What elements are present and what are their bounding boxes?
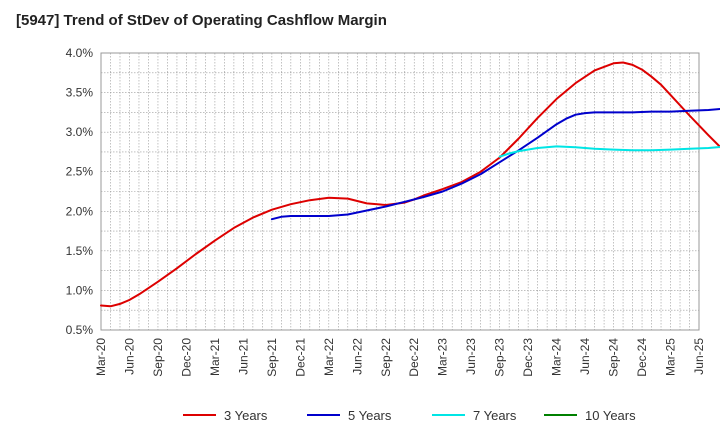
x-tick-label: Jun-25 bbox=[692, 338, 706, 375]
y-tick-label: 0.5% bbox=[66, 323, 94, 337]
y-tick-label: 2.0% bbox=[66, 204, 94, 218]
x-tick-label: Jun-23 bbox=[464, 338, 478, 375]
legend-label: 10 Years bbox=[585, 408, 636, 423]
x-axis: Mar-20 Jun-20 Sep-20 Dec-20 Mar-21 Jun-21 Sep-… bbox=[94, 338, 706, 377]
x-tick-label: Jun-20 bbox=[122, 338, 136, 375]
grid bbox=[101, 53, 699, 330]
y-tick-label: 1.5% bbox=[66, 244, 94, 258]
x-tick-label: Mar-25 bbox=[664, 338, 678, 376]
x-tick-label: Dec-23 bbox=[521, 338, 535, 377]
y-axis: 0.5% 1.0% 1.5% 2.0% 2.5% 3.0% 3.5% 4.0% bbox=[66, 46, 94, 337]
series-line-5-years bbox=[270, 108, 720, 221]
y-tick-label: 1.0% bbox=[66, 283, 94, 297]
x-tick-label: Dec-22 bbox=[407, 338, 421, 377]
y-tick-label: 2.5% bbox=[66, 165, 94, 179]
series-lines bbox=[100, 61, 720, 308]
x-tick-label: Mar-22 bbox=[322, 338, 336, 376]
y-tick-label: 3.5% bbox=[66, 86, 94, 100]
x-tick-label: Jun-22 bbox=[350, 338, 364, 375]
series-line-3-years bbox=[100, 61, 720, 308]
legend-label: 5 Years bbox=[348, 408, 392, 423]
legend: 3 Years 5 Years 7 Years 10 Years bbox=[183, 408, 636, 423]
x-tick-label: Mar-21 bbox=[208, 338, 222, 376]
x-tick-label: Mar-24 bbox=[550, 338, 564, 376]
x-tick-label: Jun-24 bbox=[578, 338, 592, 375]
x-tick-label: Sep-20 bbox=[151, 338, 165, 377]
x-tick-label: Mar-20 bbox=[94, 338, 108, 376]
y-tick-label: 3.0% bbox=[66, 125, 94, 139]
x-tick-label: Sep-22 bbox=[379, 338, 393, 377]
x-tick-label: Jun-21 bbox=[236, 338, 250, 375]
legend-label: 7 Years bbox=[473, 408, 517, 423]
chart-title: [5947] Trend of StDev of Operating Cashf… bbox=[16, 12, 387, 29]
x-tick-label: Sep-23 bbox=[493, 338, 507, 377]
legend-label: 3 Years bbox=[224, 408, 268, 423]
x-tick-label: Dec-21 bbox=[293, 338, 307, 377]
x-tick-label: Sep-24 bbox=[607, 338, 621, 377]
series-line-7-years bbox=[498, 145, 720, 158]
x-tick-label: Sep-21 bbox=[265, 338, 279, 377]
x-tick-label: Dec-20 bbox=[179, 338, 193, 377]
y-tick-label: 4.0% bbox=[66, 46, 94, 60]
x-tick-label: Dec-24 bbox=[635, 338, 649, 377]
x-tick-label: Mar-23 bbox=[436, 338, 450, 376]
